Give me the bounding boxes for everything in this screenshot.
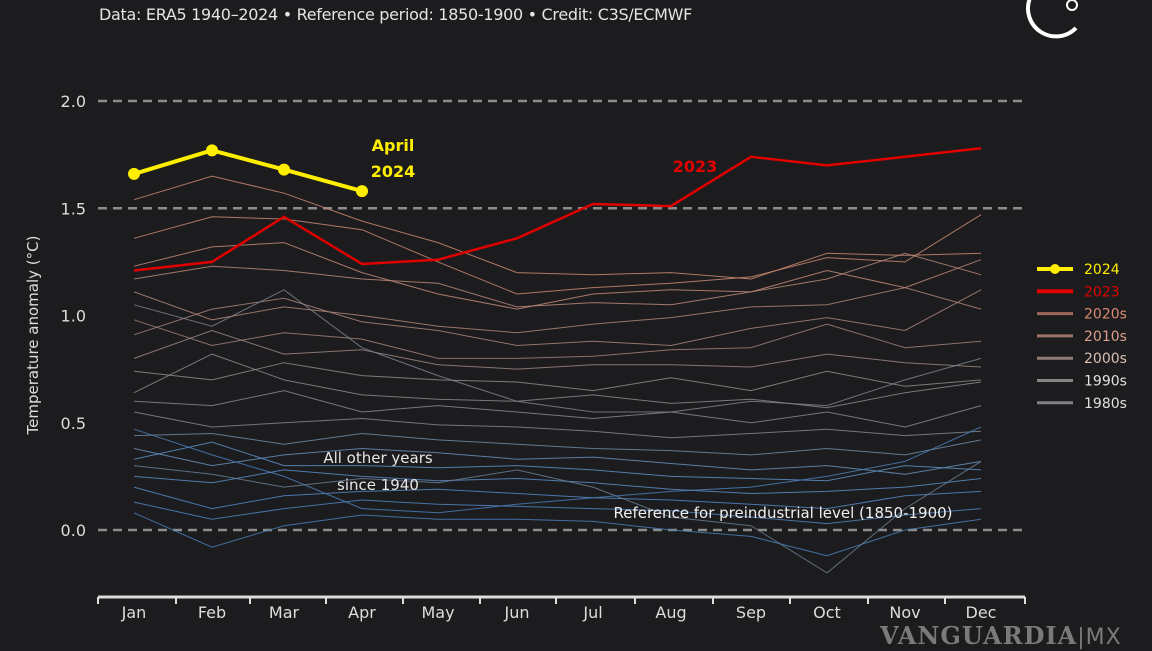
- line-2024: [133, 148, 363, 194]
- other-year-line: [133, 469, 982, 495]
- other-year-line: [133, 441, 982, 482]
- annotation-reference: Reference for preindustrial level (1850-…: [613, 504, 952, 522]
- annotation-2023: 2023: [673, 157, 718, 176]
- y-tick-label: 0.0: [61, 521, 86, 540]
- watermark: VANGUARDIA|MX: [880, 621, 1122, 650]
- other-year-line: [133, 319, 982, 359]
- x-tick-label: Sep: [736, 603, 766, 622]
- x-tick-label: Nov: [889, 603, 920, 622]
- y-tick-labels: 0.0 0.5 1.0 1.5 2.0: [61, 92, 86, 540]
- point-2024: [206, 144, 218, 157]
- y-tick-label: 1.5: [61, 199, 86, 218]
- other-year-line: [133, 426, 982, 514]
- legend-label: 2010s: [1084, 329, 1127, 345]
- legend-label: 2024: [1084, 262, 1120, 278]
- other-year-line: [133, 499, 982, 525]
- x-tick-label: Aug: [655, 603, 686, 622]
- x-tick-label: Mar: [269, 603, 300, 622]
- x-tick-label: Jun: [504, 603, 530, 622]
- other-year-line: [133, 242, 982, 310]
- other-year-line: [133, 390, 982, 428]
- x-tick-label: Jul: [582, 603, 602, 622]
- other-year-line: [133, 486, 982, 510]
- annotation-since-1940: since 1940: [337, 476, 419, 494]
- legend: 2024 2023 2020s 2010s 2000s 1990s 1980s: [1037, 262, 1127, 412]
- x-tick-label: Feb: [198, 603, 226, 622]
- x-axis: Jan Feb Mar Apr May Jun Jul Aug Sep Oct Nov Dec: [97, 595, 1026, 622]
- other-year-line: [133, 289, 982, 347]
- data-credit: Data: ERA5 1940–2024 • Reference period:…: [99, 5, 693, 24]
- x-tick-label: Jan: [121, 603, 147, 622]
- other-year-line: [133, 512, 982, 557]
- other-year-line: [133, 432, 982, 456]
- y-axis-label: Temperature anomaly (°C): [24, 236, 42, 436]
- other-year-line: [133, 329, 982, 370]
- other-year-line: [133, 289, 982, 413]
- annotation-other-years: All other years: [323, 449, 433, 467]
- other-years-lines: [133, 175, 982, 574]
- point-2024: [278, 163, 290, 176]
- other-year-line: [133, 287, 982, 334]
- grid: [98, 99, 1025, 532]
- x-tick-label: Dec: [966, 603, 997, 622]
- point-2024: [356, 185, 368, 198]
- other-year-line: [133, 460, 982, 574]
- watermark-brand: VANGUARDIA: [880, 621, 1078, 650]
- other-year-line: [133, 214, 982, 295]
- other-year-line: [133, 362, 982, 392]
- watermark-suffix: |MX: [1077, 625, 1122, 650]
- line-2023: [133, 146, 982, 272]
- y-tick-label: 0.5: [61, 414, 86, 433]
- other-year-line: [133, 175, 982, 280]
- legend-label: 2000s: [1084, 351, 1127, 367]
- y-tick-label: 1.0: [61, 307, 86, 326]
- other-year-line: [133, 411, 982, 439]
- legend-label: 1980s: [1084, 396, 1127, 412]
- x-tick-label: Apr: [348, 603, 376, 622]
- legend-marker: [1050, 264, 1060, 274]
- x-tick-label: May: [421, 603, 454, 622]
- other-year-line: [133, 252, 982, 308]
- legend-label: 2020s: [1084, 307, 1127, 323]
- annotation-2024: 2024: [371, 162, 416, 181]
- other-year-line: [133, 447, 982, 475]
- ecmwf-logo: [1026, 0, 1078, 39]
- legend-label: 2023: [1084, 284, 1120, 300]
- y-tick-label: 2.0: [61, 92, 86, 111]
- highlight-lines: [128, 144, 982, 272]
- annotation-april: April: [372, 136, 415, 155]
- point-2024: [128, 167, 140, 180]
- x-tick-label: Oct: [813, 603, 841, 622]
- legend-label: 1990s: [1084, 374, 1127, 390]
- other-year-line: [133, 353, 982, 409]
